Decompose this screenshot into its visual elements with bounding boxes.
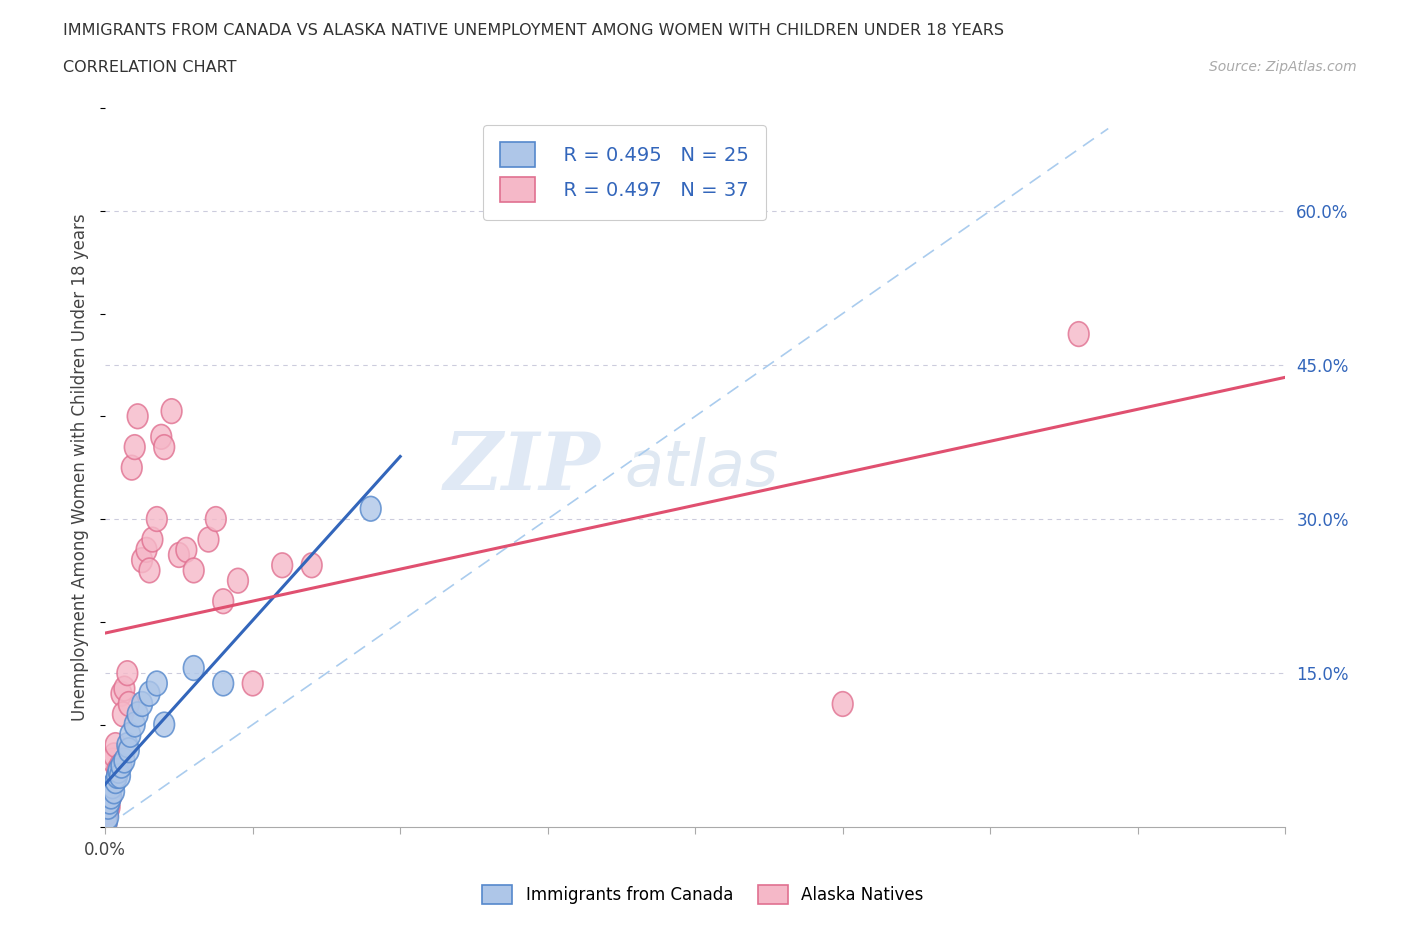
Ellipse shape: [183, 656, 204, 681]
Text: Source: ZipAtlas.com: Source: ZipAtlas.com: [1209, 60, 1357, 74]
Ellipse shape: [118, 737, 139, 763]
Ellipse shape: [105, 769, 127, 793]
Ellipse shape: [98, 794, 118, 819]
Ellipse shape: [183, 558, 204, 583]
Ellipse shape: [117, 661, 138, 685]
Ellipse shape: [136, 538, 157, 563]
Ellipse shape: [107, 759, 128, 783]
Ellipse shape: [98, 800, 118, 824]
Ellipse shape: [98, 804, 118, 830]
Ellipse shape: [97, 810, 117, 834]
Ellipse shape: [128, 404, 148, 429]
Ellipse shape: [301, 553, 322, 578]
Ellipse shape: [150, 424, 172, 449]
Ellipse shape: [111, 682, 132, 706]
Ellipse shape: [111, 753, 132, 778]
Ellipse shape: [103, 774, 122, 799]
Ellipse shape: [110, 753, 131, 778]
Text: atlas: atlas: [624, 437, 779, 498]
Ellipse shape: [101, 784, 121, 809]
Ellipse shape: [162, 399, 181, 423]
Ellipse shape: [120, 723, 141, 747]
Legend:   R = 0.495   N = 25,   R = 0.497   N = 37: R = 0.495 N = 25, R = 0.497 N = 37: [482, 125, 766, 219]
Ellipse shape: [101, 784, 121, 809]
Text: CORRELATION CHART: CORRELATION CHART: [63, 60, 236, 75]
Ellipse shape: [121, 456, 142, 480]
Y-axis label: Unemployment Among Women with Children Under 18 years: Unemployment Among Women with Children U…: [72, 214, 89, 722]
Text: ZIP: ZIP: [444, 429, 600, 507]
Ellipse shape: [832, 692, 853, 716]
Ellipse shape: [124, 434, 145, 459]
Ellipse shape: [132, 548, 152, 573]
Ellipse shape: [117, 733, 138, 757]
Ellipse shape: [205, 507, 226, 531]
Ellipse shape: [104, 743, 124, 767]
Ellipse shape: [114, 749, 135, 773]
Ellipse shape: [169, 543, 190, 567]
Legend: Immigrants from Canada, Alaska Natives: Immigrants from Canada, Alaska Natives: [475, 878, 931, 910]
Ellipse shape: [212, 671, 233, 696]
Ellipse shape: [105, 733, 127, 757]
Ellipse shape: [107, 764, 128, 789]
Ellipse shape: [176, 538, 197, 563]
Ellipse shape: [112, 702, 134, 726]
Ellipse shape: [139, 558, 160, 583]
Ellipse shape: [104, 779, 124, 804]
Ellipse shape: [1069, 322, 1090, 346]
Ellipse shape: [212, 589, 233, 614]
Ellipse shape: [124, 712, 145, 737]
Ellipse shape: [153, 434, 174, 459]
Text: IMMIGRANTS FROM CANADA VS ALASKA NATIVE UNEMPLOYMENT AMONG WOMEN WITH CHILDREN U: IMMIGRANTS FROM CANADA VS ALASKA NATIVE …: [63, 23, 1004, 38]
Ellipse shape: [146, 507, 167, 531]
Ellipse shape: [360, 497, 381, 521]
Ellipse shape: [271, 553, 292, 578]
Ellipse shape: [153, 712, 174, 737]
Ellipse shape: [146, 671, 167, 696]
Ellipse shape: [198, 527, 219, 551]
Ellipse shape: [97, 810, 117, 834]
Ellipse shape: [110, 764, 131, 789]
Ellipse shape: [242, 671, 263, 696]
Ellipse shape: [118, 692, 139, 716]
Ellipse shape: [100, 790, 120, 814]
Ellipse shape: [108, 759, 129, 783]
Ellipse shape: [132, 692, 152, 716]
Ellipse shape: [100, 794, 120, 819]
Ellipse shape: [228, 568, 249, 593]
Ellipse shape: [139, 682, 160, 706]
Ellipse shape: [142, 527, 163, 551]
Ellipse shape: [103, 749, 122, 773]
Ellipse shape: [114, 676, 135, 701]
Ellipse shape: [128, 702, 148, 726]
